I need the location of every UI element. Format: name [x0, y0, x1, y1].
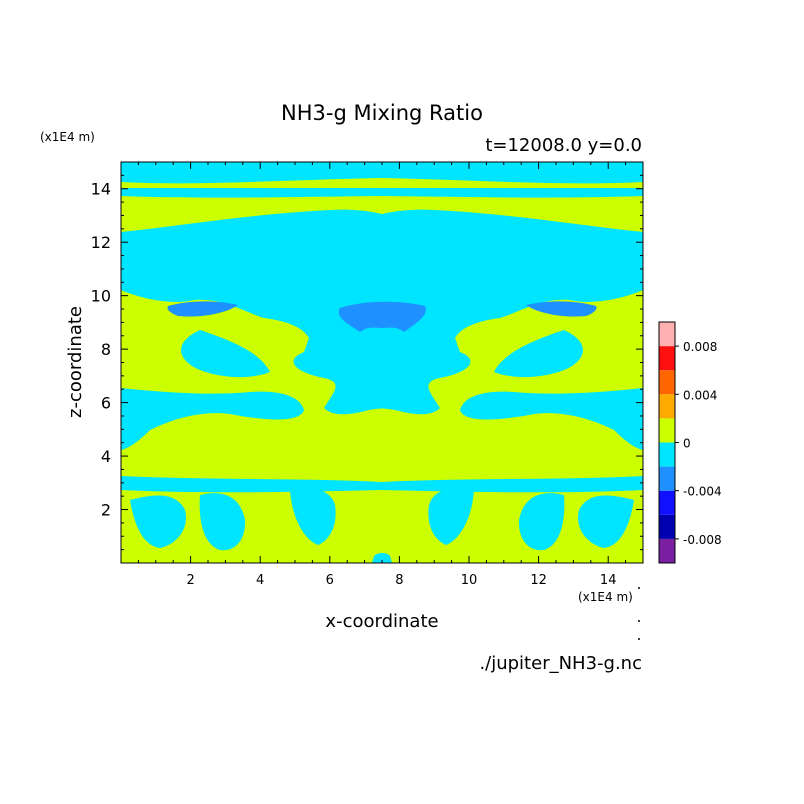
plot-area: [121, 162, 643, 563]
x-axis-title: x-coordinate: [325, 611, 438, 632]
y-unit-label: (x1E4 m): [40, 130, 95, 144]
y-axis-title: z-coordinate: [65, 306, 86, 418]
chart-subtitle: t=12008.0 y=0.0: [485, 135, 642, 156]
source-filename: ./jupiter_NH3-g.nc: [479, 653, 642, 674]
blue-center-lens: [338, 301, 426, 332]
cyan-bottom-center: [372, 553, 392, 563]
cyan-top-band: [121, 162, 643, 184]
colorbar-tick-label: 0.008: [683, 340, 717, 354]
blue-regions: [167, 301, 597, 332]
y-tick-label: 14: [91, 180, 111, 199]
x-tick-label: 10: [461, 573, 478, 588]
y-tick-label: 12: [91, 233, 111, 252]
cyan-top-band-2: [121, 188, 643, 198]
blue-left-lens: [167, 301, 238, 317]
colorbar-swatch: [659, 370, 675, 395]
colorbar-swatch: [659, 322, 675, 347]
colorbar-swatch: [659, 394, 675, 419]
colorbar-swatch: [659, 466, 675, 491]
colorbar-tick-label: 0.004: [683, 388, 717, 402]
cyan-lower-right-plume: [578, 495, 634, 548]
colorbar-swatch: [659, 346, 675, 371]
cyan-lower-left-plume-2: [199, 493, 246, 551]
colorbar-tick-label: -0.008: [683, 533, 722, 547]
y-tick-label: 6: [101, 394, 111, 413]
y-tick-label: 2: [101, 501, 111, 520]
cyan-left-middle: [121, 388, 304, 450]
blue-right-lens: [526, 301, 597, 317]
x-tick-label: 6: [326, 573, 334, 588]
colorbar-tick-label: -0.004: [683, 485, 722, 499]
colorbar: 0.008 0.004 0 -0.004 -0.008: [658, 321, 722, 564]
y-tick-label: 8: [101, 340, 111, 359]
colorbar-swatch: [659, 418, 675, 443]
x-unit-label: (x1E4 m): [578, 590, 633, 604]
x-tick-label: 14: [600, 573, 617, 588]
cyan-lower-right-plume-2: [518, 493, 565, 551]
cyan-right-shoulder: [494, 330, 583, 378]
x-tick-label: 8: [395, 573, 403, 588]
colorbar-swatch: [659, 442, 675, 467]
x-tick-label: 12: [530, 573, 547, 588]
x-tick-label: 4: [256, 573, 264, 588]
cyan-right-middle: [460, 388, 643, 450]
cyan-left-shoulder: [181, 330, 270, 378]
y-tick-label: 10: [91, 287, 111, 306]
y-axis: 2 4 6 8 10 12 14: [91, 174, 643, 551]
cyan-lower-left-plume: [130, 495, 186, 548]
colorbar-swatch: [659, 490, 675, 515]
x-unit-dots: [638, 587, 640, 640]
x-axis: 2 4 6 8 10 12 14: [137, 162, 627, 588]
cyan-lower-center-left: [290, 488, 336, 545]
chart-title: NH3-g Mixing Ratio: [281, 101, 483, 125]
cyan-lower-center-right: [428, 488, 474, 545]
colorbar-tick-label: 0: [683, 437, 691, 451]
colorbar-swatch: [659, 538, 675, 563]
colorbar-swatch: [659, 514, 675, 539]
y-tick-label: 4: [101, 447, 111, 466]
cyan-lower-band: [121, 476, 643, 493]
x-tick-label: 2: [186, 573, 194, 588]
